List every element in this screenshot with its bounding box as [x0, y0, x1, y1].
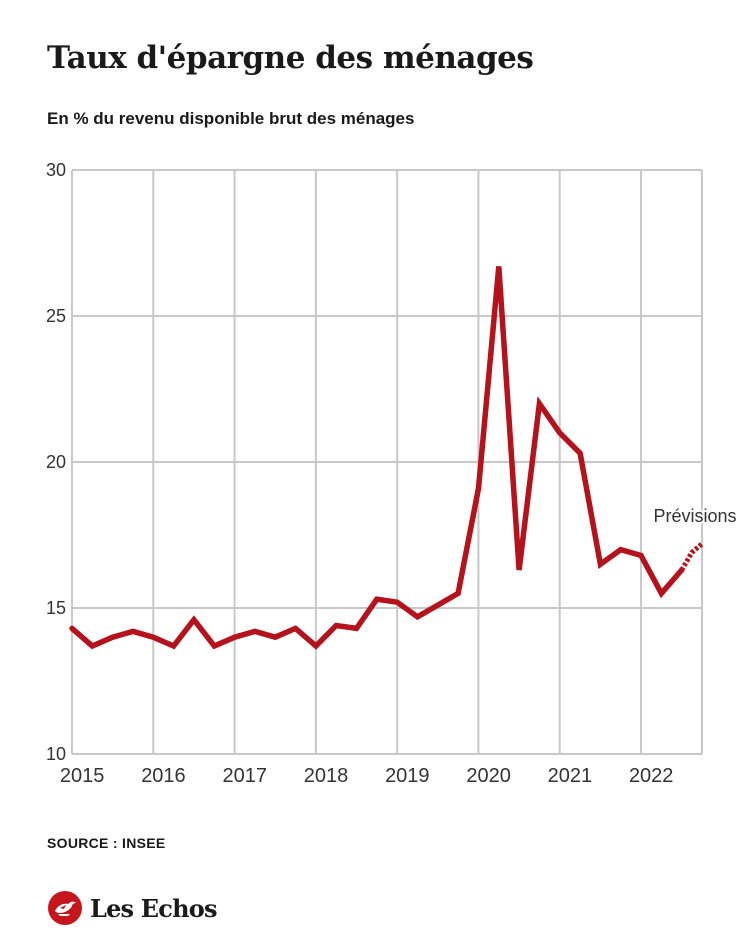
- y-tick-label: 15: [46, 598, 66, 618]
- x-tick-label: 2022: [629, 765, 674, 787]
- x-tick-label: 2021: [548, 765, 593, 787]
- x-tick-label: 2015: [60, 765, 105, 787]
- y-tick-label: 20: [46, 452, 66, 472]
- x-tick-label: 2018: [304, 765, 349, 787]
- forecast-line: [679, 541, 704, 572]
- forecast-annotation: Prévisions: [653, 506, 736, 526]
- series-lines: [69, 266, 704, 650]
- x-axis-ticks: 2015 2016 2017 2018 2019 2020 2021 2022: [60, 765, 674, 787]
- y-tick-label: 10: [46, 744, 66, 764]
- source-note: SOURCE : INSEE: [47, 835, 166, 851]
- y-tick-label: 30: [46, 160, 66, 180]
- logo-text: Les Echos: [90, 893, 217, 923]
- chart-title: Taux d'épargne des ménages: [47, 40, 534, 76]
- y-axis-ticks: 10 15 20 25 30: [46, 160, 66, 764]
- x-tick-label: 2017: [222, 765, 267, 787]
- x-tick-label: 2020: [466, 765, 511, 787]
- chart-subtitle: En % du revenu disponible brut des ménag…: [47, 109, 415, 128]
- savings-rate-line: [69, 266, 685, 650]
- les-echos-logo-icon: [48, 891, 82, 925]
- x-tick-label: 2019: [385, 765, 430, 787]
- grid-lines: [71, 169, 703, 755]
- brand-logo: Les Echos: [48, 888, 217, 928]
- x-tick-label: 2016: [141, 765, 186, 787]
- y-tick-label: 25: [46, 306, 66, 326]
